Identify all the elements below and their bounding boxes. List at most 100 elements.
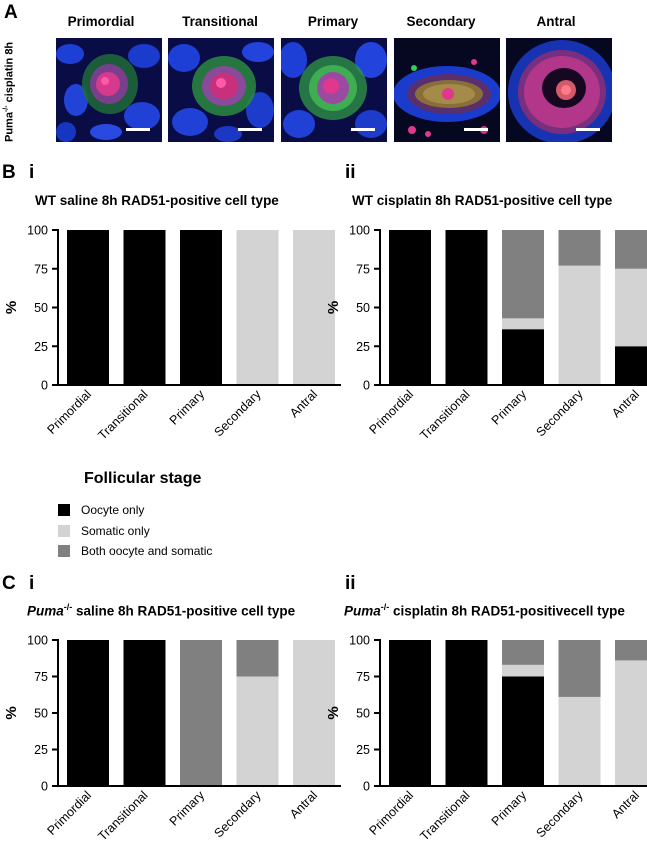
y-tick-label: 25 [34, 340, 48, 354]
bar-primary-oocyte-only [502, 329, 544, 385]
y-tick-label: 50 [34, 301, 48, 315]
micro-label-primordial: Primordial [67, 14, 135, 29]
legend-label-somatic: Somatic only [81, 524, 150, 538]
transitional-follicle-micrograph [168, 38, 274, 142]
bar-secondary-somatic-only [236, 676, 279, 786]
bar-antral-somatic-only [615, 660, 647, 786]
y-tick-label: 0 [41, 379, 48, 393]
x-tick-label: Primary [167, 788, 208, 829]
x-tick-label: Primordial [366, 788, 416, 838]
y-axis-label: % [325, 706, 342, 719]
y-tick-label: 75 [34, 670, 48, 684]
micro-label-primary: Primary [307, 14, 359, 29]
bar-transitional-oocyte-only [445, 640, 488, 786]
bar-secondary-somatic-only [558, 265, 601, 385]
panel-a-letter: A [4, 2, 18, 23]
panel-c-letter: C [2, 573, 16, 594]
x-tick-label: Secondary [211, 387, 264, 440]
bar-primary-oocyte-only [502, 676, 544, 786]
legend-swatch-oocyte [58, 504, 70, 516]
y-tick-label: 100 [27, 224, 48, 238]
x-tick-label: Secondary [533, 788, 586, 841]
bar-primary-both-oocyte-and-somatic [180, 640, 222, 786]
legend-swatch-somatic [58, 525, 70, 537]
y-tick-label: 25 [356, 743, 370, 757]
y-tick-label: 50 [34, 707, 48, 721]
legend-item-both: Both oocyte and somatic [58, 544, 212, 558]
legend-label-oocyte: Oocyte only [81, 503, 145, 517]
x-tick-label: Secondary [211, 788, 264, 841]
bar-antral-both-oocyte-and-somatic [615, 640, 647, 661]
x-tick-label: Antral [609, 788, 642, 821]
chart-c-i-title: Puma-/- saline 8h RAD51-positive cell ty… [27, 602, 296, 619]
bar-primary-both-oocyte-and-somatic [502, 640, 544, 665]
x-tick-label: Transitional [417, 788, 472, 843]
bar-secondary-both-oocyte-and-somatic [558, 230, 601, 266]
legend-swatch-both [58, 545, 70, 557]
chart-b-ii-title: WT cisplatin 8h RAD51-positive cell type [352, 193, 613, 208]
x-tick-label: Primary [489, 387, 530, 428]
x-tick-label: Antral [609, 387, 642, 420]
x-tick-label: Transitional [417, 387, 472, 442]
y-tick-label: 50 [356, 707, 370, 721]
micro-label-secondary: Secondary [406, 14, 476, 29]
legend-item-oocyte: Oocyte only [58, 503, 144, 517]
y-tick-label: 25 [356, 340, 370, 354]
y-axis-label: % [3, 706, 20, 719]
bar-antral-both-oocyte-and-somatic [615, 230, 647, 269]
panel-a-side-label: Puma-/- cisplatin 8h [3, 41, 16, 142]
scale-bar-icon [576, 128, 600, 131]
bar-transitional-oocyte-only [123, 640, 166, 786]
x-tick-label: Secondary [533, 387, 586, 440]
bar-secondary-both-oocyte-and-somatic [558, 640, 601, 697]
bar-antral-somatic-only [615, 268, 647, 347]
x-tick-label: Transitional [95, 387, 150, 442]
x-tick-label: Primordial [44, 387, 94, 437]
y-tick-label: 0 [363, 379, 370, 393]
micro-label-transitional: Transitional [182, 14, 258, 29]
scale-bar-icon [126, 128, 150, 131]
y-tick-label: 25 [34, 743, 48, 757]
y-tick-label: 50 [356, 301, 370, 315]
legend-title: Follicular stage [84, 470, 202, 487]
x-tick-label: Antral [287, 788, 320, 821]
bar-primordial-oocyte-only [389, 640, 431, 786]
panel-b-ii-label: ii [345, 162, 356, 183]
panel-c-ii-label: ii [345, 573, 356, 594]
legend-label-both: Both oocyte and somatic [81, 544, 213, 558]
chart-c-ii-title: Puma-/- cisplatin 8h RAD51-positivecell … [344, 602, 625, 619]
chart-c-ii: Primordial Transitional Primary Secondary An… [325, 634, 647, 843]
x-tick-label: Antral [287, 387, 320, 420]
y-tick-label: 0 [363, 780, 370, 794]
panel-c-i-label: i [29, 573, 35, 594]
panel-b-letter: B [2, 162, 16, 183]
y-tick-label: 75 [34, 262, 48, 276]
antral-follicle-micrograph [506, 38, 612, 142]
chart-b-i-title: WT saline 8h RAD51-positive cell type [35, 193, 279, 208]
bar-antral-oocyte-only [615, 346, 647, 385]
micro-label-antral: Antral [536, 14, 576, 29]
primary-follicle-micrograph [281, 38, 387, 142]
x-tick-label: Primary [167, 387, 208, 428]
bar-primary-somatic-only [502, 664, 544, 677]
bar-secondary-somatic-only [236, 230, 279, 385]
y-axis-label: % [325, 301, 342, 314]
scale-bar-icon [238, 128, 262, 131]
chart-c-i: Primordial Transitional Primary Secondary An… [3, 634, 341, 843]
primordial-follicle-micrograph [56, 38, 162, 142]
y-tick-label: 75 [356, 670, 370, 684]
chart-b-i: Primordial Transitional Primary Secondary An… [3, 224, 341, 442]
y-tick-label: 100 [27, 634, 48, 648]
x-tick-label: Primary [489, 788, 530, 829]
y-tick-label: 0 [41, 780, 48, 794]
x-tick-label: Primordial [44, 788, 94, 838]
y-tick-label: 75 [356, 262, 370, 276]
bar-primary-somatic-only [502, 318, 544, 330]
bar-primary-both-oocyte-and-somatic [502, 230, 544, 319]
secondary-follicle-micrograph [394, 38, 500, 142]
scale-bar-icon [464, 128, 488, 131]
bar-primordial-oocyte-only [389, 230, 431, 385]
chart-b-ii: Primordial Transitional Primary Secondary An… [325, 224, 647, 442]
bar-transitional-oocyte-only [445, 230, 488, 385]
panel-b-i-label: i [29, 162, 35, 183]
